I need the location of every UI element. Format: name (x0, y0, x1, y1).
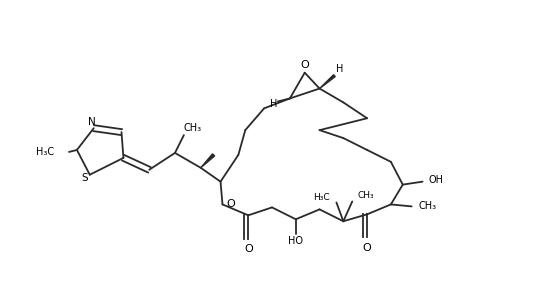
Text: H: H (270, 99, 278, 109)
Text: O: O (244, 244, 253, 254)
Text: O: O (363, 243, 372, 253)
Text: H₃C: H₃C (36, 147, 54, 157)
Text: OH: OH (429, 175, 444, 185)
Text: O: O (226, 200, 235, 209)
Text: S: S (81, 173, 88, 183)
Polygon shape (320, 75, 335, 88)
Text: HO: HO (288, 236, 303, 246)
Text: H: H (335, 64, 343, 74)
Text: CH₃: CH₃ (418, 202, 437, 211)
Polygon shape (201, 154, 215, 168)
Text: CH₃: CH₃ (184, 123, 202, 133)
Text: CH₃: CH₃ (357, 191, 374, 200)
Text: N: N (88, 117, 96, 127)
Text: H₃C: H₃C (313, 193, 329, 202)
Text: O: O (300, 60, 309, 70)
